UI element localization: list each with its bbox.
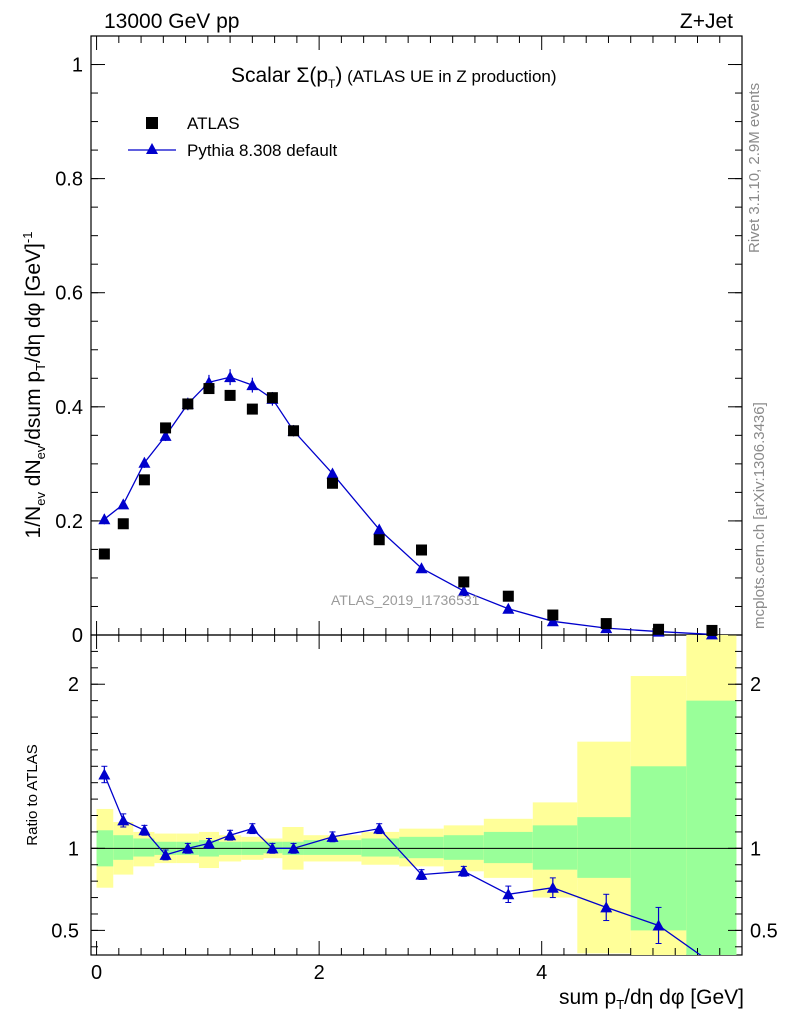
atlas-point [502, 590, 514, 602]
ratio-pythia-point [373, 822, 386, 834]
atlas-point [246, 403, 258, 415]
atlas-point [138, 474, 150, 486]
rivet-info: Rivet 3.1.10, 2.9M events [746, 83, 763, 253]
ratio-pythia-point [246, 822, 259, 834]
main-y-tick-label: 0.8 [55, 169, 83, 191]
ratio-plot-frame [90, 634, 743, 956]
main-data-marks [98, 369, 718, 640]
atlas-point [416, 544, 428, 556]
ratio-y-tick-label: 1 [68, 838, 79, 860]
atlas-point [203, 383, 215, 395]
ratio-band-green [113, 835, 134, 860]
atlas-point [182, 398, 194, 410]
ratio-band-green [686, 700, 737, 955]
atlas-point [547, 609, 559, 621]
ratio-pythia-point [652, 919, 665, 931]
pythia-point [502, 602, 515, 614]
header-process: Z+Jet [680, 10, 733, 33]
ratio-pythia-point [202, 837, 215, 849]
atlas-point [266, 392, 278, 404]
ratio-pythia-point [98, 768, 111, 780]
ratio-band-green [577, 817, 631, 878]
ratio-pythia-point [224, 829, 237, 841]
atlas-point [117, 518, 129, 530]
ratio-band-green [303, 840, 362, 855]
ratio-band-green [361, 838, 400, 857]
atlas-point [653, 623, 665, 635]
ratio-y-tick-label: 2 [68, 674, 79, 696]
ratio-pythia-point [287, 842, 300, 854]
ratio-pythia-point [600, 901, 613, 913]
pythia-point [138, 456, 151, 468]
x-axis-label: sum pT/dη dφ [GeV] [559, 986, 744, 1012]
ratio-band-green [443, 835, 484, 860]
ratio-band-green [399, 836, 444, 859]
x-tick-label: 2 [314, 962, 325, 984]
pythia-point [326, 467, 339, 479]
header-energy: 13000 GeV pp [104, 10, 239, 33]
main-y-axis-label: 1/Nev dNev/dsum pT/dη dφ [GeV]-1 [20, 232, 48, 539]
main-y-tick-label: 0.4 [55, 397, 83, 419]
pythia-point [224, 371, 237, 383]
ratio-y-tick-label-right: 1 [750, 838, 761, 860]
ratio-pythia-point [326, 830, 339, 842]
ratio-band-green [133, 838, 155, 857]
ratio-pythia-point [457, 865, 470, 877]
x-tick-label: 0 [91, 962, 102, 984]
ratio-ticks: 0.5 0.5 1 1 2 2 0 2 4 [51, 635, 778, 984]
ratio-y-axis-label: Ratio to ATLAS [24, 744, 41, 845]
legend-pythia-label: Pythia 8.308 default [187, 141, 338, 160]
ratio-pythia-point [546, 881, 559, 893]
ratio-pythia-point [117, 814, 130, 826]
ratio-band-green [532, 825, 578, 870]
ratio-y-tick-label-right: 2 [750, 674, 761, 696]
ratio-pythia-point [159, 848, 172, 860]
ratio-band-green [483, 831, 533, 864]
legend-atlas-label: ATLAS [187, 114, 240, 133]
pythia-point [117, 498, 130, 510]
ratio-pythia-point [502, 888, 515, 900]
pythia-point [373, 523, 386, 535]
atlas-point [373, 534, 385, 546]
legend-atlas-marker [146, 117, 158, 129]
main-y-tick-label: 1 [72, 55, 83, 77]
pythia-point [98, 513, 111, 525]
analysis-watermark: ATLAS_2019_I1736531 [331, 592, 480, 608]
mcplots-info: mcplots.cern.ch [arXiv:1306.3436] [751, 402, 768, 629]
chart-title: Scalar Σ(pT) (ATLAS UE in Z production) [231, 64, 557, 91]
pythia-point [546, 615, 559, 627]
atlas-point [706, 624, 718, 636]
main-y-ticks: 0 0.2 0.4 0.6 0.8 1 [55, 36, 742, 647]
atlas-point [600, 618, 612, 630]
ratio-data-marks [98, 765, 702, 955]
pythia-point [457, 585, 470, 597]
x-tick-label: 4 [536, 962, 547, 984]
atlas-point [224, 389, 236, 401]
main-y-tick-label: 0.6 [55, 283, 83, 305]
atlas-point [326, 477, 338, 489]
atlas-point [98, 548, 110, 560]
ratio-pythia-point [415, 868, 428, 880]
pythia-point [415, 562, 428, 574]
ratio-pythia-point [266, 842, 279, 854]
pythia-point [159, 429, 172, 441]
ratio-y-tick-label: 0.5 [51, 920, 79, 942]
ratio-pythia-point [181, 842, 194, 854]
ratio-bands [96, 635, 737, 955]
legend-pythia-marker [146, 143, 158, 154]
ratio-pythia-point [138, 824, 151, 836]
atlas-point [288, 425, 300, 437]
main-y-tick-label: 0.2 [55, 511, 83, 533]
main-y-tick-label: 0 [72, 625, 83, 647]
pythia-point [246, 379, 259, 391]
atlas-point [458, 576, 470, 588]
ratio-y-tick-label-right: 0.5 [750, 920, 778, 942]
atlas-point [160, 422, 172, 434]
